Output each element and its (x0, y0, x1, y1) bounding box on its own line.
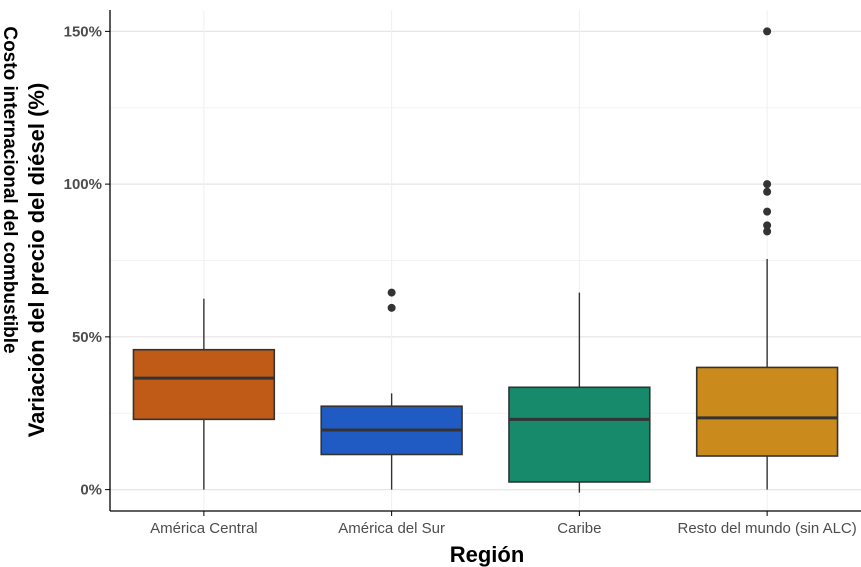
outlier-point (387, 288, 396, 297)
x-tick-label: América Central (150, 520, 258, 537)
box-iqr (132, 348, 276, 421)
outlier-point (763, 27, 772, 36)
outlier-point (763, 227, 772, 236)
x-tick-label: América del Sur (338, 520, 445, 537)
x-tick-group: América Central América del Sur Caribe Rest… (150, 511, 857, 537)
box-iqr (695, 366, 839, 457)
y-tick-label: 100% (64, 176, 102, 193)
y-axis-secondary-title: Costo internacional del combustible (0, 26, 20, 353)
y-axis-title: Variación del precio del diésel (%) (24, 83, 49, 438)
box-iqr (508, 386, 651, 483)
x-tick-label: Resto del mundo (sin ALC) (677, 520, 856, 537)
x-axis-title: Región (450, 542, 525, 567)
y-tick-label: 50% (72, 329, 102, 346)
outlier-point (763, 180, 772, 189)
x-tick-label: Caribe (557, 520, 601, 537)
outlier-point (763, 207, 772, 216)
y-tick-label: 0% (80, 482, 102, 499)
outlier-point (387, 303, 396, 312)
outlier-point (763, 221, 772, 230)
outlier-point (763, 187, 772, 196)
y-tick-label: 150% (64, 23, 102, 40)
box-group (132, 27, 839, 493)
y-tick-group: 0% 50% 100% 150% (64, 23, 110, 499)
